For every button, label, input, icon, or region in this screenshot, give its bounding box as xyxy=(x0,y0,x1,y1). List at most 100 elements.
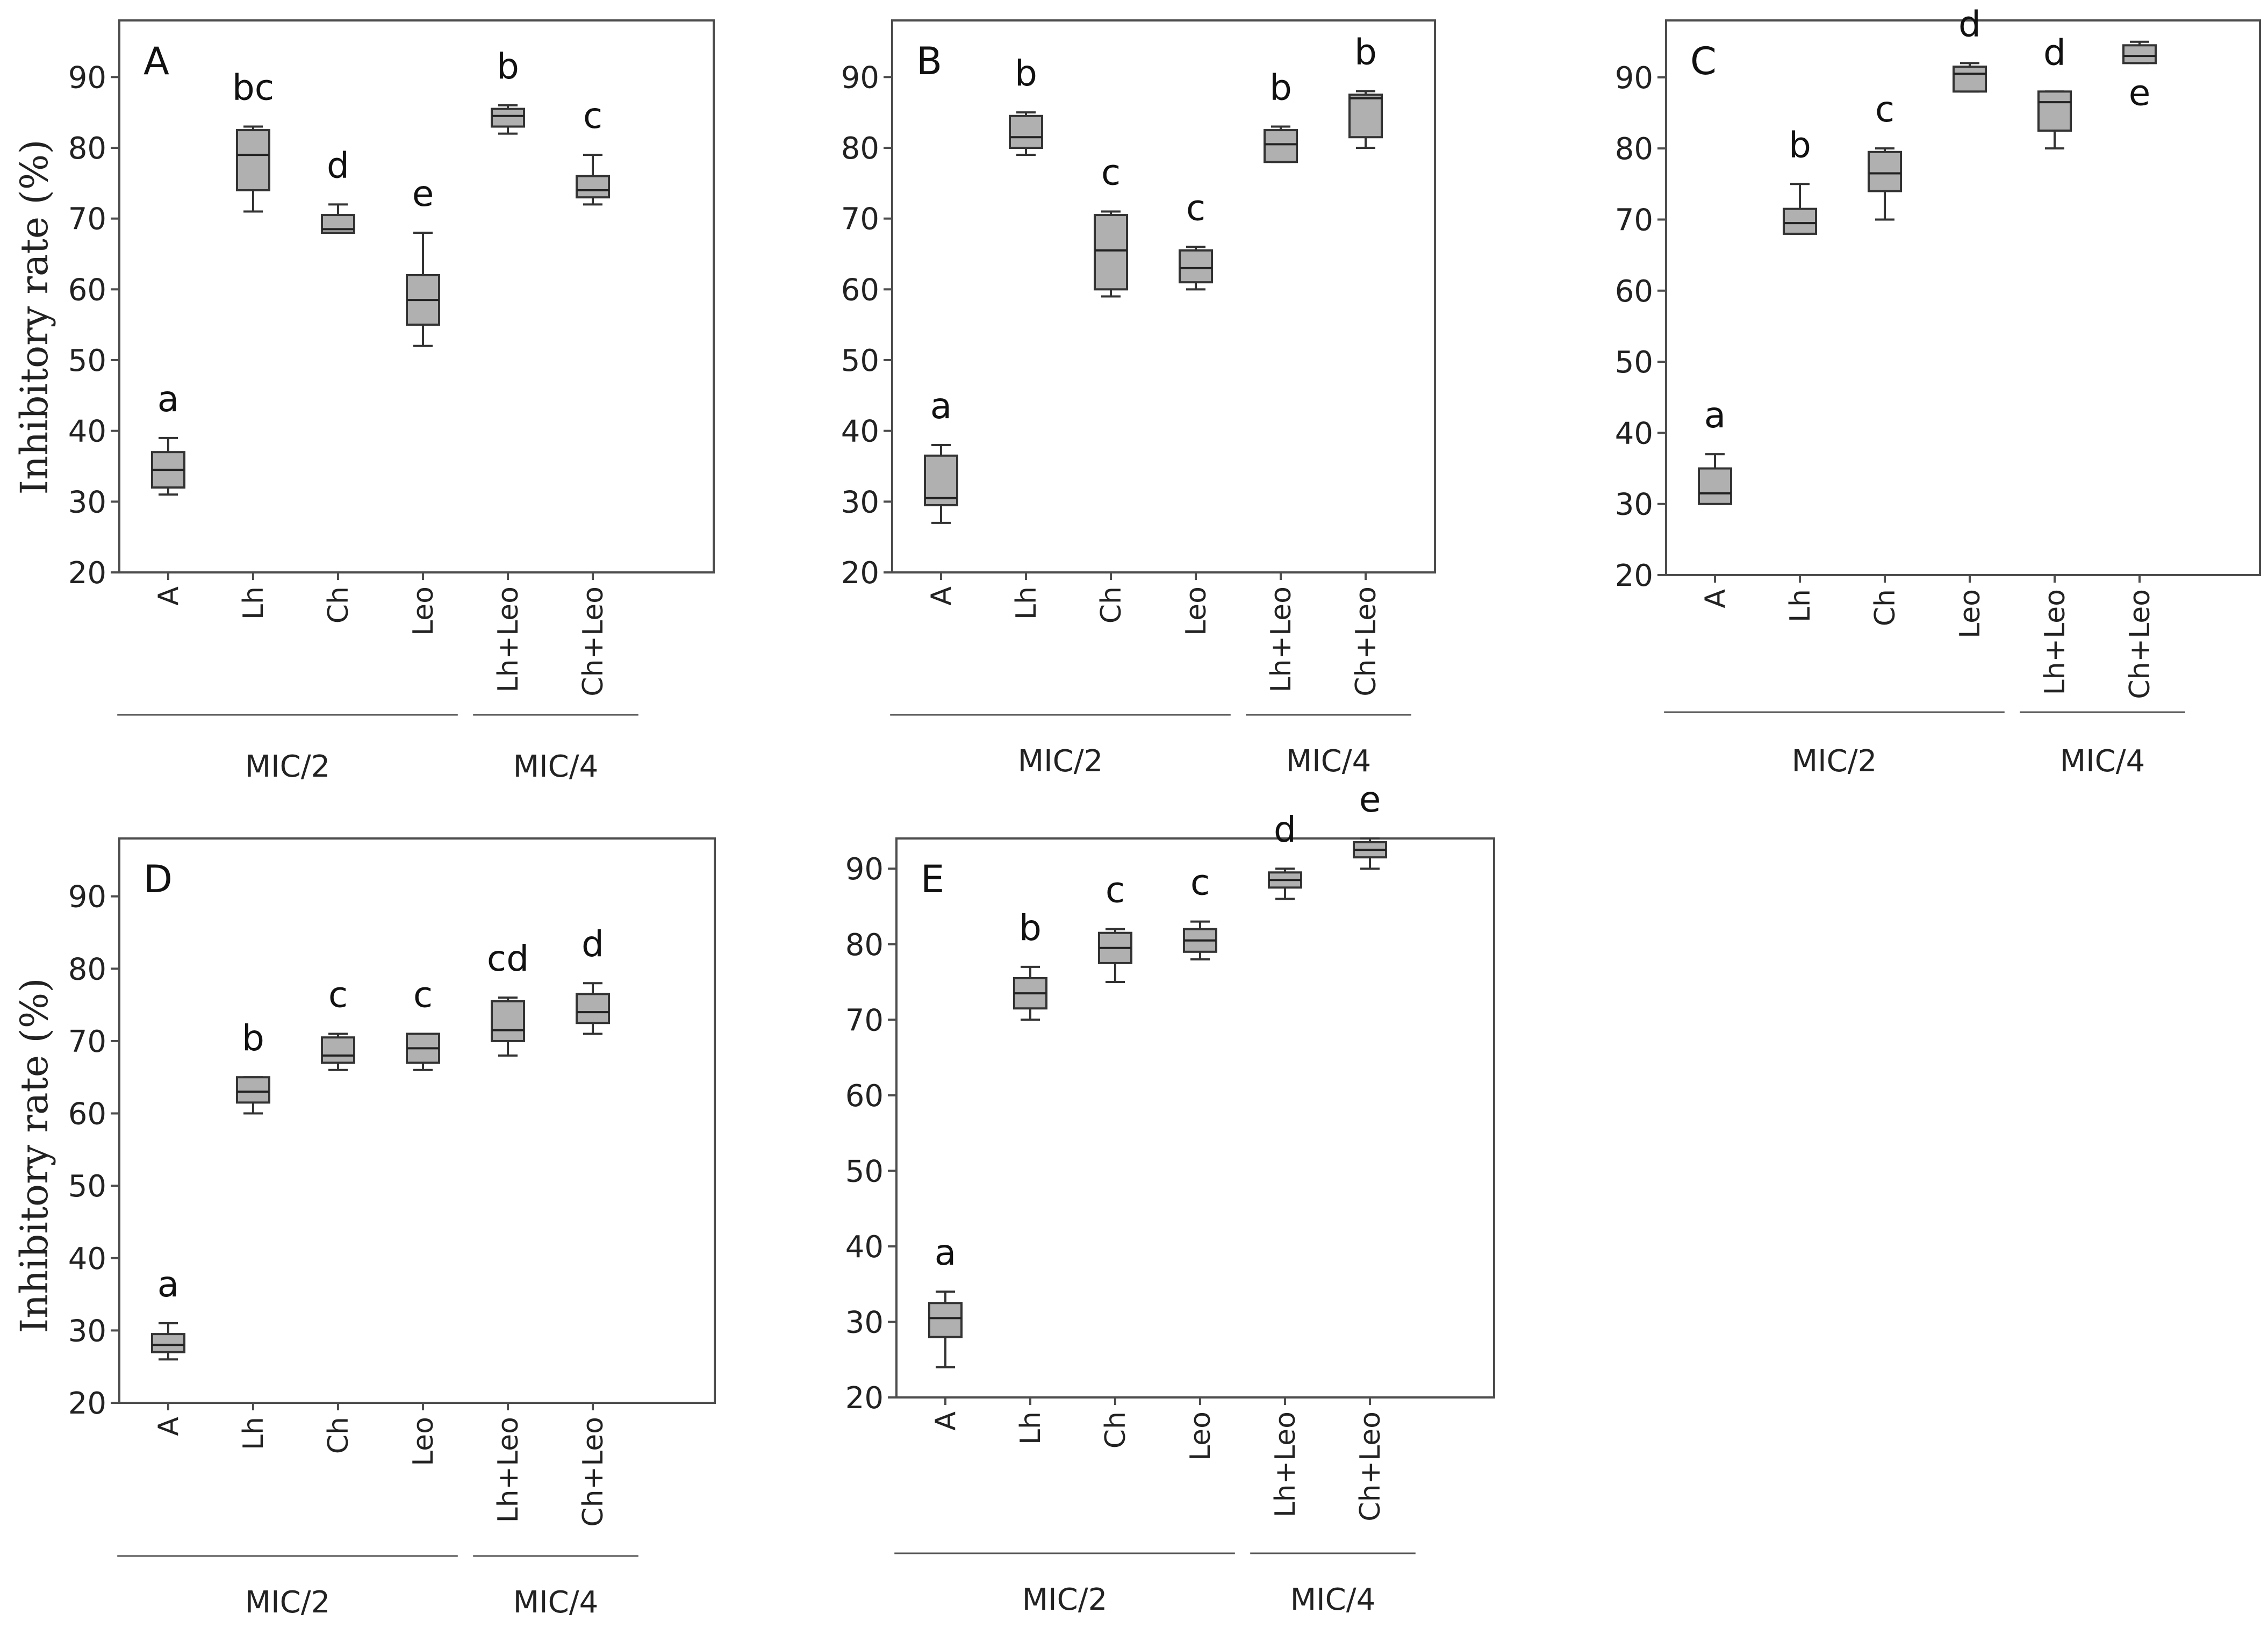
significance-letter: e xyxy=(1359,779,1381,820)
category-label: Ch xyxy=(322,586,355,623)
significance-letter: d xyxy=(2043,32,2066,73)
group-label: MIC/4 xyxy=(1286,744,1371,779)
category-label: Ch xyxy=(1869,589,1901,626)
y-tick-label: 90 xyxy=(845,852,884,887)
category-label: Ch+Leo xyxy=(577,586,609,697)
category-label: A xyxy=(930,1411,962,1431)
significance-letter: c xyxy=(1190,862,1210,903)
y-tick-label: 80 xyxy=(845,928,884,963)
y-tick-label: 50 xyxy=(845,1154,884,1189)
y-tick-label: 20 xyxy=(841,556,879,591)
y-tick-label: 70 xyxy=(1615,203,1653,238)
box-ch-leo: c xyxy=(576,95,610,206)
y-tick-label: 90 xyxy=(841,60,879,95)
box-lh: bc xyxy=(232,67,274,213)
y-tick-label: 90 xyxy=(1615,61,1653,96)
y-tick-label: 30 xyxy=(68,485,106,520)
category-label: Ch+Leo xyxy=(2124,589,2156,699)
significance-letter: c xyxy=(1106,870,1125,911)
plot-frame xyxy=(891,19,1436,573)
category-label: Leo xyxy=(407,586,440,636)
box-a: a xyxy=(924,385,958,524)
y-tick-label: 30 xyxy=(68,1314,106,1349)
significance-letter: c xyxy=(1875,89,1894,130)
significance-letter: d xyxy=(1958,3,1981,45)
category-label: Ch+Leo xyxy=(577,1417,609,1527)
category-label: Lh+Leo xyxy=(492,1417,525,1523)
panel-b: B 20 30 40 50 60 70 80 90 A Lh Ch Leo Lh+Leo Ch+Leo MIC… xyxy=(841,19,1436,779)
plot-frame xyxy=(118,19,715,573)
box-ch: c xyxy=(1098,870,1132,984)
y-tick-label: 70 xyxy=(68,1024,106,1059)
group-label: MIC/2 xyxy=(245,1585,330,1620)
iqr-box xyxy=(491,1000,525,1042)
category-label: Ch+Leo xyxy=(1354,1411,1387,1522)
plot-frame xyxy=(1665,19,2261,576)
box-lh: b xyxy=(236,1017,270,1115)
iqr-box xyxy=(1264,129,1298,163)
category-label: Leo xyxy=(1954,589,1986,639)
significance-letter: b xyxy=(1354,32,1377,73)
significance-letter: b xyxy=(1015,53,1037,94)
significance-letter: a xyxy=(935,1232,956,1273)
significance-letter: a xyxy=(1704,395,1726,436)
iqr-box xyxy=(1179,249,1213,284)
box-ch-leo: d xyxy=(576,923,610,1035)
y-tick-label: 50 xyxy=(68,343,106,378)
y-tick-label: 60 xyxy=(68,272,106,307)
significance-letter: c xyxy=(1186,187,1205,228)
group-label: MIC/4 xyxy=(1290,1582,1375,1617)
category-label: A xyxy=(153,586,185,606)
significance-letter: d xyxy=(327,145,349,186)
category-label: Lh xyxy=(238,1417,270,1450)
y-tick-label: 90 xyxy=(68,60,106,95)
significance-letter: e xyxy=(412,173,434,214)
panel-d: D 20 30 40 50 60 70 80 90 A Lh Ch Leo Lh+Leo Ch+Leo MIC… xyxy=(68,837,716,1620)
category-label: Ch xyxy=(1100,1411,1132,1448)
y-tick-label: 80 xyxy=(841,131,879,166)
box-a: a xyxy=(1698,395,1732,505)
y-tick-label: 50 xyxy=(1615,345,1653,380)
y-tick-label: 70 xyxy=(845,1003,884,1038)
box-lh: b xyxy=(1783,124,1817,235)
y-tick-label: 40 xyxy=(68,414,106,449)
box-lh-leo: d xyxy=(1268,809,1302,900)
category-label: Lh+Leo xyxy=(2039,589,2071,695)
iqr-box xyxy=(1009,114,1043,149)
y-tick-label: 70 xyxy=(841,202,879,237)
y-tick-label: 20 xyxy=(1615,558,1653,593)
box-leo: c xyxy=(1179,187,1213,291)
y-tick-label: 80 xyxy=(68,131,106,166)
iqr-box xyxy=(236,1076,270,1104)
significance-letter: d xyxy=(1274,809,1296,850)
significance-letter: b xyxy=(242,1017,264,1059)
category-label: Ch xyxy=(322,1417,355,1454)
category-label: Ch+Leo xyxy=(1350,586,1382,697)
box-ch-leo: e xyxy=(2122,40,2157,113)
box-a: a xyxy=(151,378,185,496)
iqr-box xyxy=(1953,66,1987,93)
box-leo: d xyxy=(1953,3,1987,93)
category-label: Leo xyxy=(407,1417,440,1466)
box-ch: c xyxy=(321,974,355,1071)
y-tick-label: 80 xyxy=(1615,132,1653,167)
box-ch-leo: e xyxy=(1353,779,1387,870)
panel-a: A 20 30 40 50 60 70 80 90 A Lh Ch Leo Lh+Leo Ch+Leo MIC… xyxy=(68,19,715,784)
panel-c: C 20 30 40 50 60 70 80 90 A Lh Ch Leo Lh+Leo Ch+Leo MIC… xyxy=(1615,3,2261,779)
y-axis-title-top: Inhibitory rate (%) xyxy=(12,139,56,494)
significance-letter: c xyxy=(328,974,348,1015)
category-label: Lh+Leo xyxy=(1265,586,1297,692)
y-tick-label: 20 xyxy=(68,1386,106,1421)
box-lh-leo: b xyxy=(491,46,525,135)
panels: A 20 30 40 50 60 70 80 90 A Lh Ch Leo Lh+Leo Ch+Leo MIC… xyxy=(68,3,2261,1620)
significance-letter: cd xyxy=(487,938,529,979)
significance-letter: c xyxy=(1101,152,1121,193)
category-label: Lh+Leo xyxy=(492,586,525,692)
iqr-box xyxy=(1348,94,1383,139)
y-tick-label: 60 xyxy=(841,272,879,307)
box-ch: d xyxy=(321,145,355,234)
box-ch-leo: b xyxy=(1348,32,1383,149)
group-label: MIC/2 xyxy=(1792,744,1877,779)
y-tick-label: 40 xyxy=(841,414,879,449)
box-lh-leo: cd xyxy=(487,938,529,1057)
